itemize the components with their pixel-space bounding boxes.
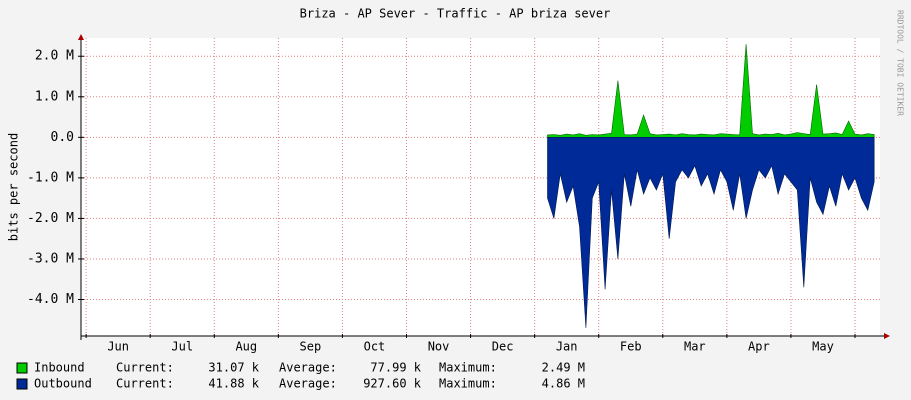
y-tick-label: 0.0 xyxy=(51,130,74,145)
plot-area xyxy=(81,38,880,336)
y-tick-label: -2.0 M xyxy=(27,211,74,226)
x-tick-label: Sep xyxy=(300,340,322,354)
legend-stat-value: 41.88 k xyxy=(208,377,259,391)
legend-stat-value: 2.49 M xyxy=(542,361,585,375)
chart-title: Briza - AP Sever - Traffic - AP briza se… xyxy=(300,7,611,21)
y-axis-label: bits per second xyxy=(7,133,21,241)
y-tick-label: -3.0 M xyxy=(27,251,74,266)
legend-stat-label: Maximum: xyxy=(439,361,497,375)
x-tick-label: Oct xyxy=(364,340,386,354)
legend-swatch xyxy=(16,362,28,374)
legend-stat-value: 77.99 k xyxy=(370,361,421,375)
legend-stat-label: Maximum: xyxy=(439,377,497,391)
legend-stat-value: 31.07 k xyxy=(208,361,259,375)
legend-stat-label: Current: xyxy=(116,361,174,375)
x-tick-label: Feb xyxy=(620,340,642,354)
legend-label: Inbound xyxy=(34,361,85,375)
x-tick-label: Jul xyxy=(171,340,193,354)
x-tick-label: Mar xyxy=(684,340,706,354)
y-tick-label: 2.0 M xyxy=(35,49,74,64)
legend-stat-value: 4.86 M xyxy=(542,377,585,391)
legend-stat-label: Current: xyxy=(116,377,174,391)
y-tick-label: -4.0 M xyxy=(27,292,74,307)
axes xyxy=(78,34,890,340)
x-tick-label: Nov xyxy=(428,340,450,354)
y-tick-label: -1.0 M xyxy=(27,170,74,185)
x-tick-label: Jan xyxy=(556,340,578,354)
x-tick-label: Dec xyxy=(492,340,514,354)
y-axis-arrow xyxy=(78,34,84,40)
x-tick-label: Aug xyxy=(235,340,257,354)
x-tick-label: Jun xyxy=(107,340,129,354)
x-tick-label: May xyxy=(812,340,834,354)
legend-swatch xyxy=(16,378,28,390)
legend-stat-label: Average: xyxy=(279,361,337,375)
legend-stat-value: 927.60 k xyxy=(363,377,422,391)
legend-stat-label: Average: xyxy=(279,377,337,391)
area xyxy=(547,44,875,138)
legend-label: Outbound xyxy=(34,377,92,391)
area xyxy=(547,137,875,328)
x-axis-arrow xyxy=(884,333,890,339)
x-tick-label: Apr xyxy=(748,340,770,354)
watermark: RRDTOOL / TOBI OETIKER xyxy=(896,10,905,116)
y-tick-label: 1.0 M xyxy=(35,89,74,104)
